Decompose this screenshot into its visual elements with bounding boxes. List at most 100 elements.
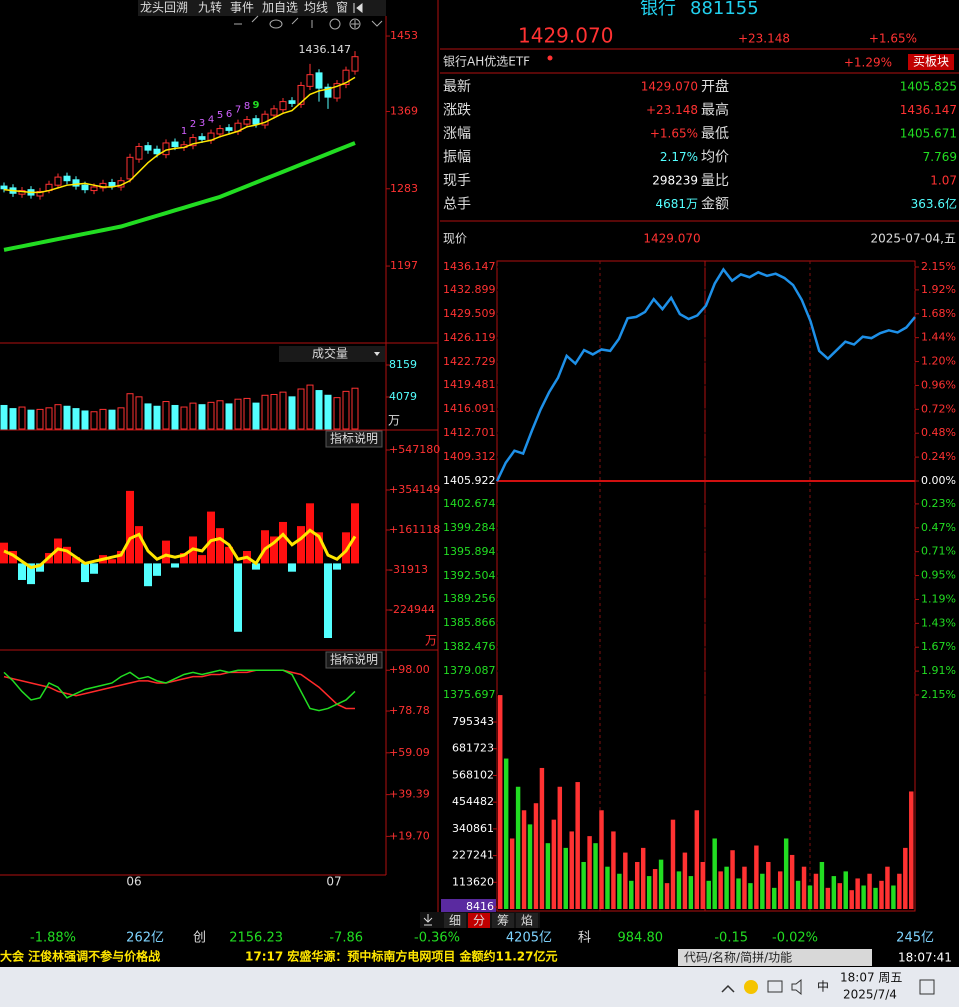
volume-title[interactable]: 成交量 <box>312 346 348 361</box>
clock: 18:07:41 <box>898 951 952 965</box>
volume-bar <box>279 391 287 430</box>
quote-value: 363.6亿 <box>911 196 957 211</box>
chart-tool-icon[interactable] <box>349 18 361 30</box>
buy-button-label[interactable]: 买板块 <box>913 55 949 69</box>
volume-bar <box>54 404 62 430</box>
volume-bar <box>676 871 682 909</box>
macd-bar <box>306 503 314 564</box>
y-tick-label: 1395.894 <box>443 545 496 558</box>
notification-icon[interactable] <box>919 979 935 995</box>
macd-bar <box>288 563 296 572</box>
download-icon[interactable] <box>423 914 433 926</box>
chart-tool-icon[interactable] <box>371 20 383 27</box>
volume-bar <box>849 890 854 909</box>
y2-tick-label: 0.48% <box>921 426 956 439</box>
taskbar-date[interactable]: 2025/7/4 <box>843 988 897 1002</box>
network-icon[interactable] <box>767 980 783 993</box>
toolbar-button[interactable]: 九转 <box>198 0 222 15</box>
buy-button[interactable] <box>908 54 954 70</box>
tray-arrow[interactable] <box>721 984 735 993</box>
volume-bar <box>9 408 17 430</box>
indicator-help[interactable] <box>325 651 383 669</box>
tray-icon[interactable] <box>744 980 758 994</box>
chart-tool-icon[interactable] <box>269 19 283 29</box>
chart-tool-icon[interactable] <box>329 18 341 30</box>
macd-bar <box>171 563 179 568</box>
news[interactable]: 17:17 宏盛华源：预中标南方电网项目 金额约11.27亿元 <box>245 949 558 964</box>
volume-bar <box>879 880 884 909</box>
y-tick-label: +354149 <box>389 483 440 496</box>
ime[interactable]: 中 <box>817 979 829 994</box>
search-box[interactable] <box>678 949 872 966</box>
status-item: -0.15 <box>714 931 748 946</box>
volume-bar <box>63 405 71 430</box>
y-tick-label: 1419.481 <box>443 378 496 391</box>
tick-highlight <box>441 899 496 914</box>
candle-body <box>288 100 296 104</box>
tab-label[interactable]: 细 <box>449 914 461 928</box>
y-tick-label: -224944 <box>389 603 435 616</box>
y-tick-label: 1436.147 <box>443 260 496 273</box>
toolbar-button[interactable]: 均线 <box>304 1 328 15</box>
indicator-select[interactable] <box>279 346 385 362</box>
quote-value: 2.17% <box>660 150 698 164</box>
candle-body <box>54 176 62 186</box>
quote-label: 振幅 <box>443 150 471 166</box>
search-placeholder[interactable]: 代码/名称/简拼/功能 <box>684 950 792 965</box>
tab-label[interactable]: 筹 <box>497 914 509 928</box>
toolbar-icon[interactable] <box>353 2 363 14</box>
volume-bar <box>760 873 765 909</box>
volume-bar <box>843 871 848 909</box>
candle-body <box>198 136 206 140</box>
taskbar-time[interactable]: 18:07 周五 <box>840 971 902 985</box>
volume-bar <box>777 871 783 909</box>
indicator-help[interactable] <box>325 430 383 448</box>
tab[interactable] <box>516 913 538 928</box>
quote-label: 最高 <box>701 102 729 119</box>
tab[interactable] <box>444 913 466 928</box>
quote-value: 1.07 <box>930 174 957 188</box>
macd-bar <box>351 503 359 564</box>
tab-label[interactable]: 焰 <box>521 913 533 928</box>
macd-bar <box>153 563 161 576</box>
volume-icon[interactable] <box>791 978 802 996</box>
volume-bar <box>144 403 152 430</box>
quote-value: 1405.671 <box>900 127 957 141</box>
quote-value: 1436.147 <box>900 103 957 117</box>
volume-bar <box>135 396 143 430</box>
macd-bar <box>180 553 188 564</box>
volume-bar <box>670 819 676 909</box>
candle-body <box>324 86 332 98</box>
y-tick-label: 227241 <box>452 849 494 862</box>
y-tick-label: 1375.697 <box>443 688 496 701</box>
tab[interactable] <box>492 913 514 928</box>
volume-bar <box>90 411 98 430</box>
volume-bar <box>216 400 224 430</box>
news[interactable]: 大会 汪俊林强调不参与价格战 <box>0 949 160 964</box>
volume-bar <box>623 852 628 909</box>
nine-turn-label: 1 <box>181 126 187 137</box>
tab[interactable] <box>468 913 490 928</box>
change: +23.148 <box>738 32 790 46</box>
y2-tick-label: 0.71% <box>921 545 956 558</box>
indicator-help-label[interactable]: 指标说明 <box>330 652 378 667</box>
volume-bar <box>867 873 872 909</box>
chart-tool-icon[interactable] <box>291 17 299 25</box>
toolbar-button[interactable]: 加自选 <box>262 1 298 15</box>
macd-bar <box>126 490 134 564</box>
tab-label[interactable]: 分 <box>473 914 485 928</box>
y-tick-label: 1392.504 <box>443 569 496 582</box>
nine-turn-label: 7 <box>235 105 241 116</box>
macd-bar <box>315 532 323 564</box>
nine-turn-label: 4 <box>208 114 214 125</box>
toolbar-button[interactable]: 事件 <box>230 1 254 15</box>
dropdown-arrow[interactable] <box>374 352 380 356</box>
toolbar-button[interactable]: 窗 <box>336 1 348 15</box>
volume-bar <box>288 396 296 430</box>
indicator-help-label[interactable]: 指标说明 <box>330 431 378 446</box>
volume-bar <box>99 408 107 430</box>
candle-body <box>162 142 170 156</box>
y-tick-label: +98.00 <box>389 663 430 676</box>
chart-tool-icon[interactable] <box>251 15 259 23</box>
toolbar-button[interactable]: 龙头回溯 <box>140 0 188 15</box>
